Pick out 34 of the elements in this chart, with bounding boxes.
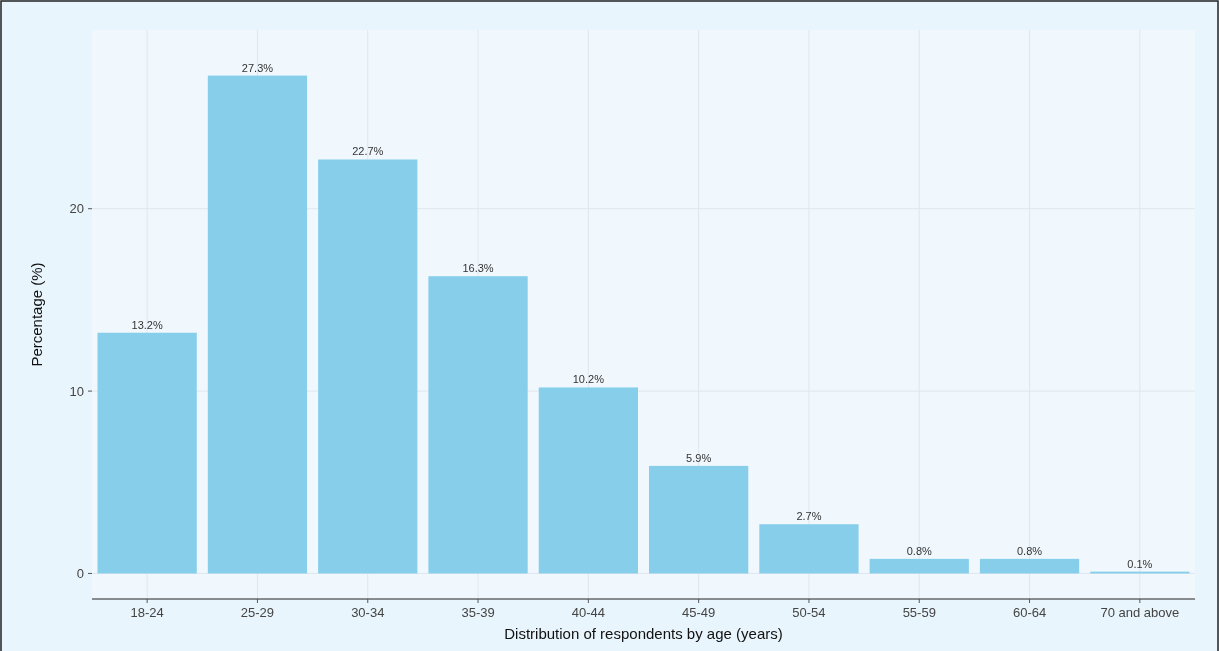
x-tick-label: 35-39 [461,605,495,620]
data-label: 5.9% [686,451,712,464]
x-tick-label: 18-24 [130,605,164,620]
bar [97,332,197,574]
x-tick-label: 25-29 [240,605,275,620]
x-tick-label: 30-34 [351,605,385,620]
y-tick-label: 0 [76,566,84,582]
y-tick-label: 20 [69,201,84,217]
x-tick-label: 45-49 [682,605,716,620]
bar [869,558,969,574]
data-label: 0.8% [1017,544,1043,557]
bar [538,387,638,574]
data-label: 27.3% [241,61,274,74]
data-label: 2.7% [796,510,822,523]
bar [318,159,418,574]
x-tick-label: 60-64 [1012,605,1047,620]
data-label: 16.3% [462,262,494,275]
bar [759,524,859,574]
bar [979,558,1080,574]
y-tick-label: 10 [69,383,84,399]
x-tick-label: 50-54 [792,605,826,620]
data-label: 22.7% [352,145,384,158]
data-label: 0.1% [1127,557,1153,570]
data-label: 10.2% [572,373,605,386]
bar [207,75,308,574]
x-tick-label: 70 and above [1100,605,1180,620]
x-axis-title: Distribution of respondents by age (years) [504,625,783,642]
data-label: 0.8% [906,544,932,557]
data-label: 13.2% [131,318,163,331]
bar [428,276,528,574]
x-tick-label: 40-44 [571,605,605,620]
bar [649,465,749,574]
x-tick-label: 55-59 [902,605,936,620]
y-axis-title: Percentage (%) [28,262,45,367]
